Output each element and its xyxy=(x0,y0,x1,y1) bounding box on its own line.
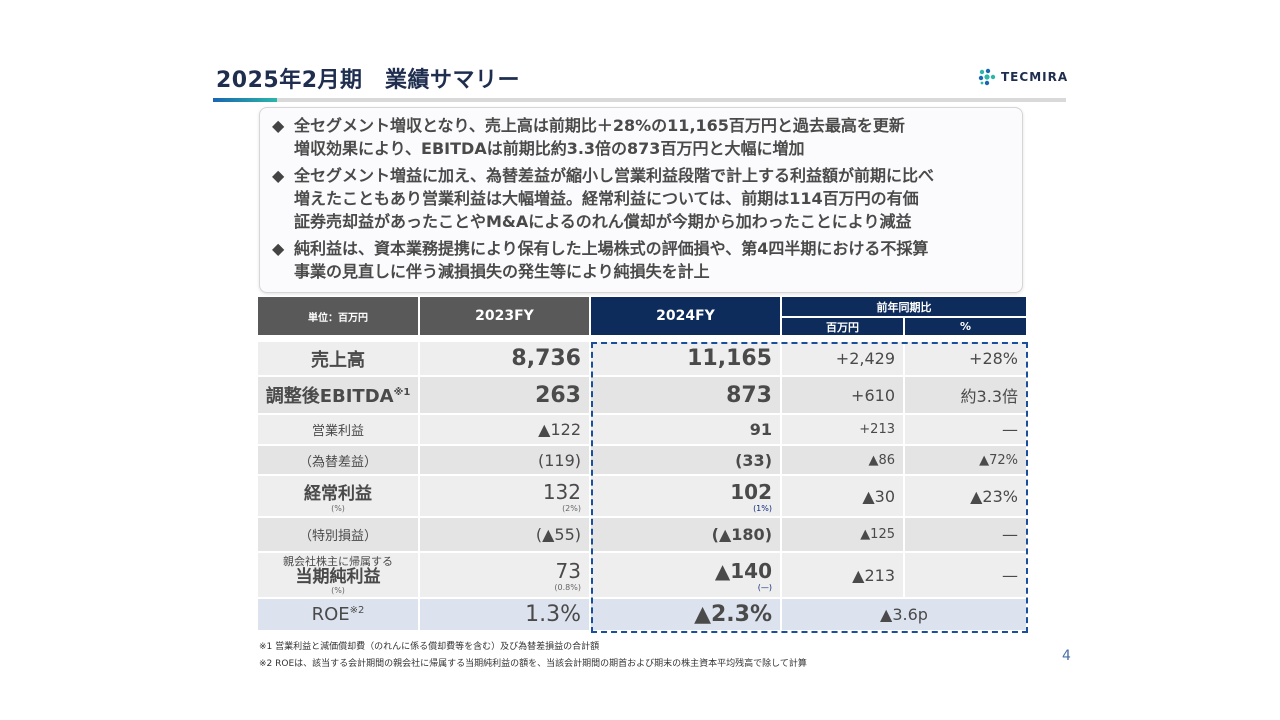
value-2023fy: (119) xyxy=(419,446,590,476)
summary-bullet: ◆ 全セグメント増益に加え、為替差益が縮小し営業利益段階で計上する利益額が前期に… xyxy=(272,164,1012,233)
row-label-sub: (%) xyxy=(331,586,345,595)
diamond-bullet-icon: ◆ xyxy=(272,166,285,185)
table-row: 売上高 8,736 11,165 +2,429 +28% xyxy=(257,342,1027,377)
summary-bullet: ◆ 純利益は、資本業務提携により保有した上場株式の評価損や、第4四半期における不… xyxy=(272,237,1012,283)
value-yoy-pct: — xyxy=(904,518,1027,553)
value-2023fy: 8,736 xyxy=(419,342,590,377)
table-row: 営業利益 ▲122 91 +213 — xyxy=(257,415,1027,446)
table-row: （特別損益） (▲55) (▲180) ▲125 — xyxy=(257,518,1027,553)
row-label: （為替差益） xyxy=(257,446,419,476)
diamond-bullet-icon: ◆ xyxy=(272,116,285,135)
value-2023fy: ▲122 xyxy=(419,415,590,446)
value-yoy-pct: +28% xyxy=(904,342,1027,377)
value-yoy-pct: ▲72% xyxy=(904,446,1027,476)
row-label: （特別損益） xyxy=(257,518,419,553)
value-2023fy-sub: (0.8%) xyxy=(554,582,581,592)
row-label: 経常利益 (%) xyxy=(257,476,419,518)
value-2024fy: ▲140 (—) xyxy=(590,553,781,599)
header-2024fy: 2024FY xyxy=(590,296,781,336)
title-underline-accent xyxy=(213,98,277,102)
table-row: （為替差益） (119) (33) ▲86 ▲72% xyxy=(257,446,1027,476)
table-row: 調整後EBITDA※1 263 873 +610 約3.3倍 xyxy=(257,377,1027,415)
summary-line: 増収効果により、EBITDAは前期比約3.3倍の873百万円と大幅に増加 xyxy=(294,139,805,158)
value-2023fy: 1.3% xyxy=(419,599,590,632)
diamond-bullet-icon: ◆ xyxy=(272,239,285,258)
value-2023fy-sub: (2%) xyxy=(562,503,581,513)
tecmira-logo-icon xyxy=(978,68,996,86)
value-yoy-pct: 約3.3倍 xyxy=(904,377,1027,415)
summary-line: 純利益は、資本業務提携により保有した上場株式の評価損や、第4四半期における不採算 xyxy=(294,239,929,258)
footnote-2: ※2 ROEは、該当する会計期間の親会社に帰属する当期純利益の額を、当該会計期間… xyxy=(259,659,807,669)
summary-line: 事業の見直しに伴う減損損失の発生等により純損失を計上 xyxy=(294,262,710,281)
summary-line: 全セグメント増益に加え、為替差益が縮小し営業利益段階で計上する利益額が前期に比べ xyxy=(294,166,935,185)
value-yoy-amount: +2,429 xyxy=(781,342,904,377)
summary-line: 証券売却益があったことやM&Aによるのれん償却が今期から加わったことにより減益 xyxy=(294,212,912,231)
value-2024fy: 873 xyxy=(590,377,781,415)
value-2023fy: 132 (2%) xyxy=(419,476,590,518)
performance-table: 単位：百万円 2023FY 2024FY 前年同期比 百万円 % 売上高 8,7… xyxy=(257,296,1027,632)
page-title: 2025年2月期 業績サマリー xyxy=(216,68,521,93)
value-2024fy: 11,165 xyxy=(590,342,781,377)
logo-text: TECMIRA xyxy=(1001,70,1069,84)
value-yoy-amount: +213 xyxy=(781,415,904,446)
table-row: 経常利益 (%) 132 (2%) 102 (1%) ▲30 ▲23% xyxy=(257,476,1027,518)
value-yoy-amount: +610 xyxy=(781,377,904,415)
value-2024fy-sub: (—) xyxy=(757,582,772,592)
value-2023fy: 263 xyxy=(419,377,590,415)
company-logo: TECMIRA xyxy=(977,66,1068,88)
header-yoy-amount: 百万円 xyxy=(781,317,904,336)
page-number: 4 xyxy=(1062,648,1071,664)
table-row: 親会社株主に帰属する 当期純利益 (%) 73 (0.8%) ▲140 (—) ▲213… xyxy=(257,553,1027,599)
title-underline xyxy=(213,98,1066,102)
value-yoy-pct: ▲23% xyxy=(904,476,1027,518)
value-yoy-merged: ▲3.6p xyxy=(781,599,1027,632)
footnote-1: ※1 営業利益と減価償却費（のれんに係る償却費等を含む）及び為替差損益の合計額 xyxy=(259,642,600,652)
value-2024fy: 91 xyxy=(590,415,781,446)
row-label-sub: (%) xyxy=(331,504,345,513)
row-label: 売上高 xyxy=(257,342,419,377)
header-unit: 単位：百万円 xyxy=(257,296,419,336)
row-label: 調整後EBITDA※1 xyxy=(257,377,419,415)
value-2024fy: (33) xyxy=(590,446,781,476)
value-yoy-amount: ▲30 xyxy=(781,476,904,518)
value-2024fy: (▲180) xyxy=(590,518,781,553)
value-yoy-pct: — xyxy=(904,553,1027,599)
summary-bullet: ◆ 全セグメント増収となり、売上高は前期比＋28%の11,165百万円と過去最高… xyxy=(272,114,1012,160)
value-2023fy: (▲55) xyxy=(419,518,590,553)
value-2023fy: 73 (0.8%) xyxy=(419,553,590,599)
value-2024fy-sub: (1%) xyxy=(753,503,772,513)
footnote-mark: ※1 xyxy=(393,387,411,398)
summary-box: ◆ 全セグメント増収となり、売上高は前期比＋28%の11,165百万円と過去最高… xyxy=(259,107,1023,293)
value-yoy-amount: ▲86 xyxy=(781,446,904,476)
value-2024fy: 102 (1%) xyxy=(590,476,781,518)
value-yoy-pct: — xyxy=(904,415,1027,446)
header-2023fy: 2023FY xyxy=(419,296,590,336)
row-label: 親会社株主に帰属する 当期純利益 (%) xyxy=(257,553,419,599)
summary-line: 全セグメント増収となり、売上高は前期比＋28%の11,165百万円と過去最高を更… xyxy=(294,116,905,135)
summary-line: 増えたこともあり営業利益は大幅増益。経常利益については、前期は114百万円の有価 xyxy=(294,189,919,208)
value-yoy-amount: ▲125 xyxy=(781,518,904,553)
footnote-mark: ※2 xyxy=(349,605,365,616)
header-yoy-pct: % xyxy=(904,317,1027,336)
row-label: 営業利益 xyxy=(257,415,419,446)
value-2024fy: ▲2.3% xyxy=(590,599,781,632)
header-yoy: 前年同期比 xyxy=(781,296,1027,317)
row-label: ROE※2 xyxy=(257,599,419,632)
value-yoy-amount: ▲213 xyxy=(781,553,904,599)
table-row: ROE※2 1.3% ▲2.3% ▲3.6p xyxy=(257,599,1027,632)
